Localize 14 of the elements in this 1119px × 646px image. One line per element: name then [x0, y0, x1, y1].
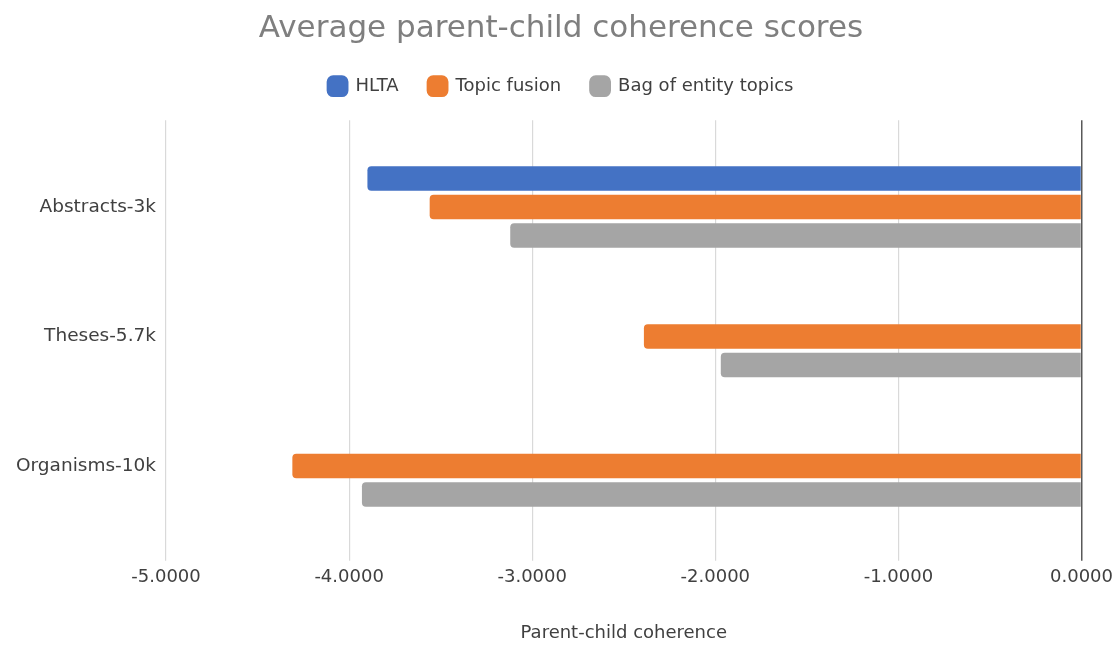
y-tick-label: Theses-5.7k: [43, 324, 157, 346]
legend-label: HLTA: [355, 73, 400, 95]
legend-label: Bag of entity topics: [618, 73, 794, 95]
y-tick-label: Abstracts-3k: [39, 194, 157, 216]
x-tick-label: -1.0000: [863, 565, 934, 587]
chart-title: Average parent-child coherence scores: [258, 7, 864, 44]
x-tick-label: -2.0000: [680, 565, 751, 587]
x-axis-title: Parent-child coherence: [520, 620, 727, 642]
x-tick-label: -5.0000: [131, 565, 201, 587]
y-tick-label: Organisms-10k: [16, 453, 157, 475]
x-tick-label: -3.0000: [497, 565, 567, 587]
x-tick-label: -4.0000: [314, 565, 384, 587]
x-tick-label: 0.0000: [1050, 565, 1113, 587]
legend-label: Topic fusion: [454, 73, 562, 95]
